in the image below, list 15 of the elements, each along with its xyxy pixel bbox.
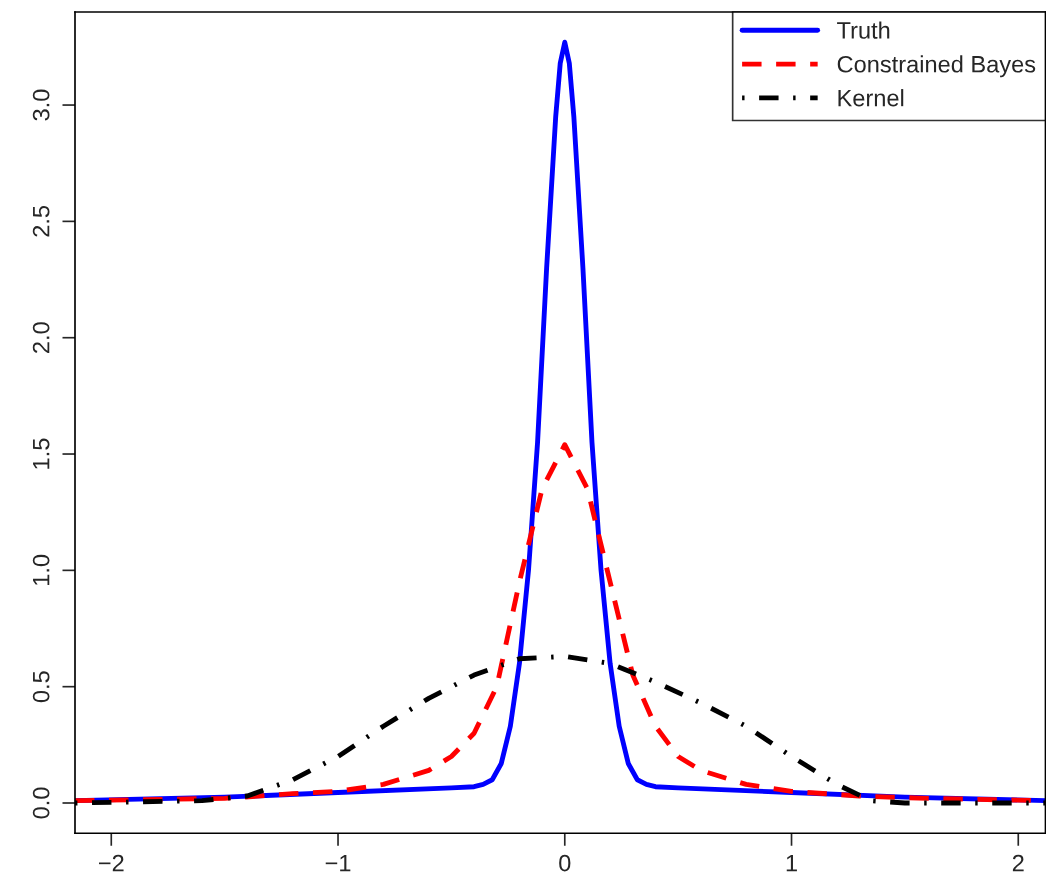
y-tick-label: 1.0 — [32, 554, 50, 585]
y-tick-label: 2.5 — [32, 205, 50, 237]
y-tick-label: 3.0 — [32, 89, 50, 121]
x-tick-label: 2 — [1012, 854, 1024, 872]
legend-label: Constrained Bayes — [837, 55, 1036, 78]
x-tick-label: −1 — [325, 854, 351, 872]
legend-label: Kernel — [838, 89, 904, 107]
x-tick-label: −2 — [98, 854, 124, 872]
y-tick-label: 0.0 — [32, 787, 50, 819]
y-tick-label: 2.0 — [32, 322, 50, 353]
y-tick-label: 0.5 — [32, 671, 50, 703]
y-tick-label: 1.5 — [33, 438, 50, 469]
legend-label: Truth — [837, 21, 890, 39]
x-tick-label: 1 — [786, 854, 797, 872]
x-tick-label: 0 — [559, 854, 571, 872]
